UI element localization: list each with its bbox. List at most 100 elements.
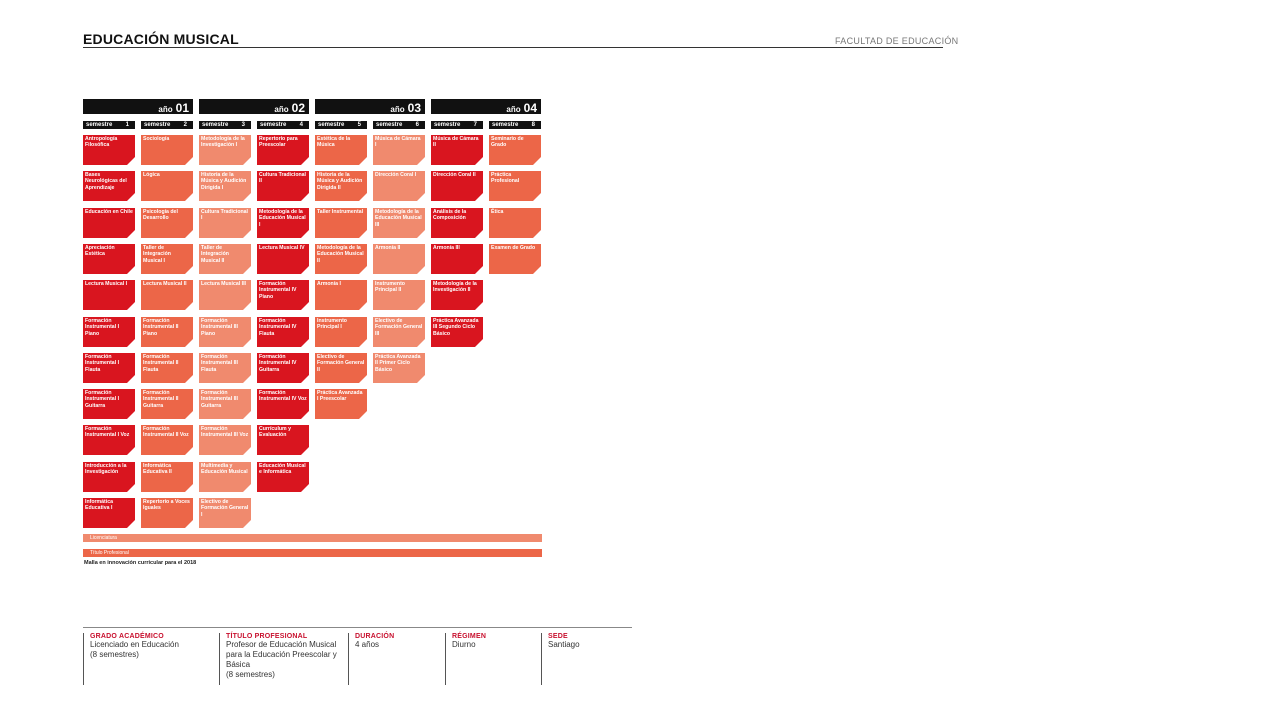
course-cell: Lógica — [141, 171, 193, 201]
course-cell: Historia de la Música y Audición Dirigid… — [315, 171, 367, 201]
info-value: 4 años — [355, 640, 380, 649]
course-cell: Formación Instrumental II Flauta — [141, 353, 193, 383]
course-cell: Metodología de la Investigación I — [199, 135, 251, 165]
course-cell: Formación Instrumental I Piano — [83, 317, 135, 347]
course-cell: Formación Instrumental II Voz — [141, 425, 193, 455]
course-cell: Informática Educativa II — [141, 462, 193, 492]
course-cell: Psicología del Desarrollo — [141, 208, 193, 238]
course-cell: Bases Neurológicas del Aprendizaje — [83, 171, 135, 201]
course-cell: Armonía I — [315, 280, 367, 310]
course-cell: Armonía II — [373, 244, 425, 274]
course-cell: Metodología de la Educación Musical II — [315, 244, 367, 274]
course-cell: Introducción a la Investigación — [83, 462, 135, 492]
course-cell: Taller de Integración Musical II — [199, 244, 251, 274]
course-cell: Sociología — [141, 135, 193, 165]
course-cell: Metodología de la Investigación II — [431, 280, 483, 310]
info-value: Santiago — [548, 640, 580, 649]
info-t-tulo-profesional: TÍTULO PROFESIONAL Profesor de Educación … — [219, 633, 337, 685]
semester-header-5: semestre 5 — [315, 121, 367, 129]
curriculum-note: Malla en innovación curricular para el 2… — [84, 560, 197, 566]
course-cell: Historia de la Música y Audición Dirigid… — [199, 171, 251, 201]
info-value: Profesor de Educación Musical para la Ed… — [226, 640, 337, 679]
course-cell: Antropología Filosófica — [83, 135, 135, 165]
course-cell: Educación Musical e Informática — [257, 462, 309, 492]
info-value: Diurno — [452, 640, 476, 649]
course-cell: Práctica Profesional — [489, 171, 541, 201]
course-cell: Práctica Avanzada II Primer Ciclo Básico — [373, 353, 425, 383]
course-cell: Currículum y Evaluación — [257, 425, 309, 455]
course-cell: Lectura Musical I — [83, 280, 135, 310]
course-cell: Electivo de Formación General III — [373, 317, 425, 347]
course-cell: Armonía III — [431, 244, 483, 274]
course-cell: Cultura Tradicional I — [199, 208, 251, 238]
info-label: SEDE — [548, 633, 568, 640]
course-cell: Formación Instrumental II Piano — [141, 317, 193, 347]
course-cell: Metodología de la Educación Musical I — [257, 208, 309, 238]
course-cell: Formación Instrumental III Flauta — [199, 353, 251, 383]
semester-header-4: semestre 4 — [257, 121, 309, 129]
course-cell: Apreciación Estética — [83, 244, 135, 274]
info-r-gimen: RÉGIMEN Diurno — [445, 633, 486, 685]
course-cell: Música de Cámara I — [373, 135, 425, 165]
info-label: DURACIÓN — [355, 633, 395, 640]
header-divider — [83, 47, 943, 48]
year-header-2: año 02 — [199, 99, 309, 115]
titulo-band: Título Profesional — [83, 549, 542, 557]
year-header-3: año 03 — [315, 99, 425, 115]
course-cell: Análisis de la Composición — [431, 208, 483, 238]
course-cell: Cultura Tradicional II — [257, 171, 309, 201]
course-cell: Electivo de Formación General I — [199, 498, 251, 528]
course-cell: Formación Instrumental IV Piano — [257, 280, 309, 310]
course-cell: Educación en Chile — [83, 208, 135, 238]
course-cell: Formación Instrumental I Flauta — [83, 353, 135, 383]
course-cell: Formación Instrumental IV Guitarra — [257, 353, 309, 383]
course-cell: Música de Cámara II — [431, 135, 483, 165]
info-label: TÍTULO PROFESIONAL — [226, 633, 308, 640]
course-cell: Informática Educativa I — [83, 498, 135, 528]
info-label: RÉGIMEN — [452, 633, 487, 640]
course-cell: Lectura Musical IV — [257, 244, 309, 274]
course-cell: Formación Instrumental III Guitarra — [199, 389, 251, 419]
course-cell: Dirección Coral II — [431, 171, 483, 201]
course-cell: Estética de la Música — [315, 135, 367, 165]
course-cell: Metodología de la Educación Musical III — [373, 208, 425, 238]
footer-divider — [83, 627, 632, 628]
semester-header-2: semestre 2 — [141, 121, 193, 129]
semester-header-8: semestre 8 — [489, 121, 541, 129]
course-cell: Taller de Integración Musical I — [141, 244, 193, 274]
course-cell: Lectura Musical II — [141, 280, 193, 310]
course-cell: Formación Instrumental I Voz — [83, 425, 135, 455]
info-duraci-n: DURACIÓN 4 años — [348, 633, 394, 685]
course-cell: Dirección Coral I — [373, 171, 425, 201]
info-label: GRADO ACADÉMICO — [90, 633, 164, 640]
semester-header-3: semestre 3 — [199, 121, 251, 129]
semester-header-1: semestre 1 — [83, 121, 135, 129]
year-header-1: año 01 — [83, 99, 193, 115]
course-cell: Electivo de Formación General II — [315, 353, 367, 383]
faculty-label: FACULTAD DE EDUCACIÓN — [835, 36, 959, 46]
course-cell: Formación Instrumental IV Flauta — [257, 317, 309, 347]
year-header-4: año 04 — [431, 99, 541, 115]
course-cell: Taller Instrumental — [315, 208, 367, 238]
course-cell: Práctica Avanzada I Preescolar — [315, 389, 367, 419]
course-cell: Examen de Grado — [489, 244, 541, 274]
course-cell: Lectura Musical III — [199, 280, 251, 310]
course-cell: Formación Instrumental IV Voz — [257, 389, 309, 419]
licenciatura-band: Licenciatura — [83, 534, 542, 542]
course-cell: Formación Instrumental III Piano — [199, 317, 251, 347]
course-cell: Multimedia y Educación Musical — [199, 462, 251, 492]
course-cell: Instrumento Principal II — [373, 280, 425, 310]
info-grado-acad-mico: GRADO ACADÉMICO Licenciado en Educación (… — [83, 633, 179, 685]
course-cell: Formación Instrumental II Guitarra — [141, 389, 193, 419]
course-cell: Repertorio a Voces Iguales — [141, 498, 193, 528]
course-cell: Seminario de Grado — [489, 135, 541, 165]
course-cell: Ética — [489, 208, 541, 238]
course-cell: Práctica Avanzada III Segundo Ciclo Bási… — [431, 317, 483, 347]
info-sede: SEDE Santiago — [541, 633, 580, 685]
course-cell: Instrumento Principal I — [315, 317, 367, 347]
course-cell: Repertorio para Preescolar — [257, 135, 309, 165]
info-value: Licenciado en Educación (8 semestres) — [90, 640, 179, 659]
page-title: EDUCACIÓN MUSICAL — [83, 31, 239, 47]
semester-header-6: semestre 6 — [373, 121, 425, 129]
course-cell: Formación Instrumental I Guitarra — [83, 389, 135, 419]
